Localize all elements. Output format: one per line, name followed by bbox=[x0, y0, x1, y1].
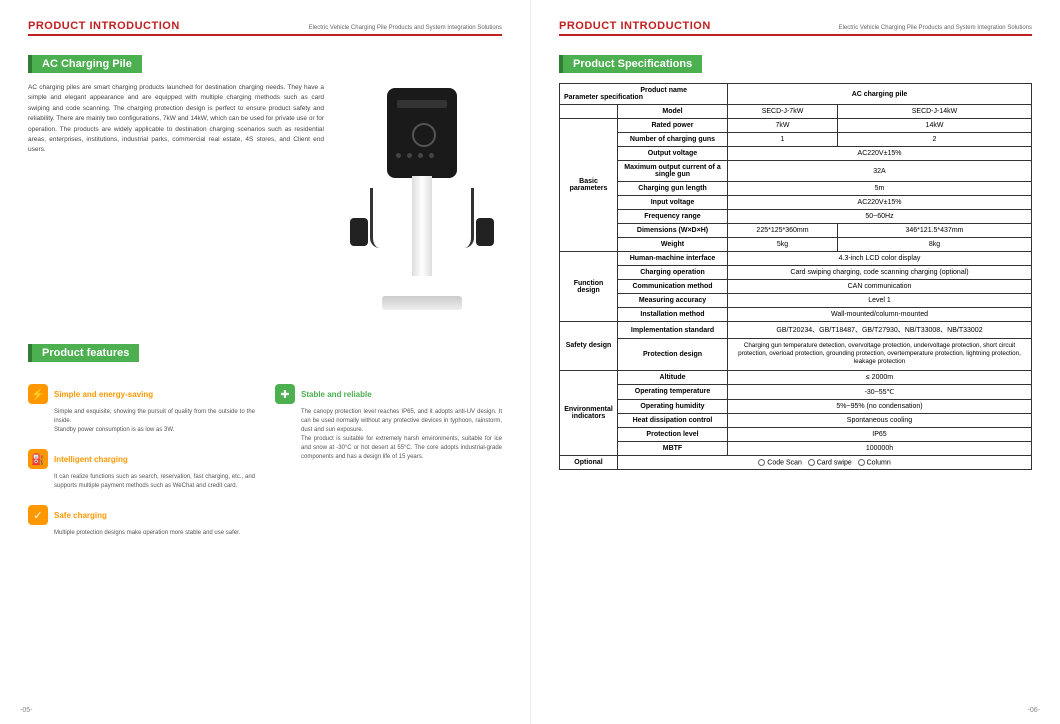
feature-title: Stable and reliable bbox=[301, 390, 372, 399]
feature-item: ✓ Safe charging Multiple protection desi… bbox=[28, 505, 255, 538]
intro-row: AC charging piles are smart charging pro… bbox=[28, 83, 502, 323]
feature-icon: ✓ bbox=[28, 505, 48, 525]
spec-table: Product nameParameter specificationAC ch… bbox=[559, 83, 1032, 470]
feature-icon: ⛽ bbox=[28, 449, 48, 469]
feature-icon: ✚ bbox=[275, 384, 295, 404]
feature-body: It can realize functions such as search,… bbox=[28, 473, 255, 491]
page-header: PRODUCT INTRODUCTION Electric Vehicle Ch… bbox=[28, 20, 502, 36]
feature-title: Intelligent charging bbox=[54, 455, 128, 464]
feature-item: ⚡ Simple and energy-saving Simple and ex… bbox=[28, 384, 255, 435]
header-title: PRODUCT INTRODUCTION bbox=[28, 20, 180, 32]
features-col-left: ⚡ Simple and energy-saving Simple and ex… bbox=[28, 384, 255, 552]
feature-title: Simple and energy-saving bbox=[54, 390, 153, 399]
charger-illustration bbox=[352, 88, 492, 318]
feature-title: Safe charging bbox=[54, 511, 107, 520]
feature-item: ⛽ Intelligent charging It can realize fu… bbox=[28, 449, 255, 491]
feature-body: Simple and exquisite, showing the pursui… bbox=[28, 408, 255, 435]
features-grid: ⚡ Simple and energy-saving Simple and ex… bbox=[28, 384, 502, 552]
header-subtitle: Electric Vehicle Charging Pile Products … bbox=[839, 25, 1032, 31]
feature-body: Multiple protection designs make operati… bbox=[28, 529, 255, 538]
feature-item: ✚ Stable and reliable The canopy protect… bbox=[275, 384, 502, 462]
header-subtitle: Electric Vehicle Charging Pile Products … bbox=[309, 25, 502, 31]
page-number-right: -06- bbox=[1028, 707, 1040, 714]
section-ac-charging: AC Charging Pile bbox=[28, 55, 142, 73]
feature-icon: ⚡ bbox=[28, 384, 48, 404]
feature-body: The canopy protection level reaches IP65… bbox=[275, 408, 502, 462]
page-number-left: -05- bbox=[20, 707, 32, 714]
features-col-right: ✚ Stable and reliable The canopy protect… bbox=[275, 384, 502, 552]
section-product-features: Product features bbox=[28, 344, 139, 362]
header-title: PRODUCT INTRODUCTION bbox=[559, 20, 711, 32]
product-image bbox=[342, 83, 502, 323]
right-page: PRODUCT INTRODUCTION Electric Vehicle Ch… bbox=[530, 0, 1060, 724]
left-page: PRODUCT INTRODUCTION Electric Vehicle Ch… bbox=[0, 0, 530, 724]
page-header: PRODUCT INTRODUCTION Electric Vehicle Ch… bbox=[559, 20, 1032, 36]
intro-text: AC charging piles are smart charging pro… bbox=[28, 83, 324, 323]
page-spread: PRODUCT INTRODUCTION Electric Vehicle Ch… bbox=[0, 0, 1060, 724]
section-product-specs: Product Specifications bbox=[559, 55, 702, 73]
